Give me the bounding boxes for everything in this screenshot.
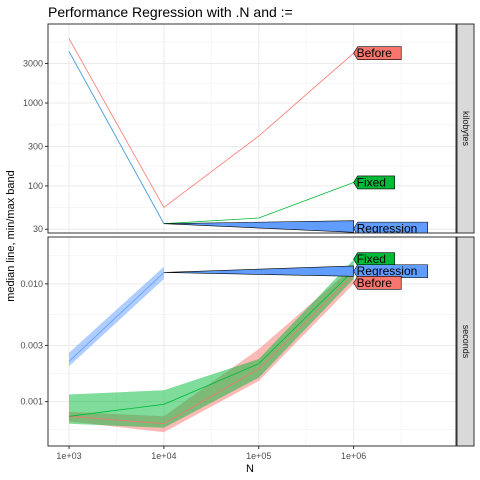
- series-line-regression: [68, 51, 165, 224]
- chart-title: Performance Regression with .N and :=: [48, 4, 293, 20]
- y-tick-label: 0.010: [20, 279, 43, 289]
- y-tick-label: 100: [28, 181, 43, 191]
- panel-kilobytes: Before Fixed Regression kilobytes 30 100 300 10…: [23, 23, 475, 236]
- y-tick-label: 0.003: [20, 340, 43, 350]
- label-regression-box: [353, 221, 428, 233]
- panel-border-kilobytes: [47, 23, 457, 234]
- label-regression-box: [353, 264, 428, 279]
- label-before: Before: [357, 46, 393, 60]
- label-fixed: Fixed: [357, 252, 386, 266]
- y-axis-title: median line, min/max band: [5, 170, 17, 301]
- x-tick-label: 1e+05: [246, 451, 271, 461]
- series-line-before: [68, 38, 354, 208]
- panel-border-seconds: [47, 236, 457, 447]
- label-before-box: [353, 276, 402, 290]
- label-regression-wedge: [163, 220, 354, 233]
- strip-label-seconds: seconds: [461, 325, 471, 359]
- y-tick-label: 30: [33, 224, 43, 234]
- label-fixed: Fixed: [357, 175, 386, 189]
- y-tick-label: 3000: [23, 59, 43, 69]
- strip-label-kilobytes: kilobytes: [461, 111, 471, 147]
- panel-data-kilobytes: Before Fixed Regression: [68, 38, 428, 236]
- x-tick-label: 1e+04: [151, 451, 176, 461]
- label-fixed-box: [353, 252, 395, 266]
- y-tick-label: 300: [28, 141, 43, 151]
- strip-kilobytes: [456, 23, 475, 234]
- series-line-fixed: [68, 270, 354, 417]
- series-line-before: [68, 274, 354, 425]
- band-fixed: [69, 259, 354, 428]
- y-tick-label: 0.001: [20, 397, 43, 407]
- label-fixed-box: [353, 175, 395, 190]
- label-before: Before: [357, 276, 393, 290]
- series-line-regression: [68, 272, 165, 362]
- label-before-box: [353, 46, 402, 60]
- x-tick-label: 1e+06: [341, 451, 366, 461]
- label-regression: Regression: [357, 222, 418, 236]
- plot-area: BeforeFixedRegressionkilobytes3010030010…: [20, 23, 475, 461]
- x-tick-label: 1e+03: [56, 451, 81, 461]
- label-regression: Regression: [357, 264, 418, 278]
- strip-seconds: [456, 236, 475, 447]
- x-axis-title: N: [246, 463, 254, 475]
- y-tick-label: 1000: [23, 98, 43, 108]
